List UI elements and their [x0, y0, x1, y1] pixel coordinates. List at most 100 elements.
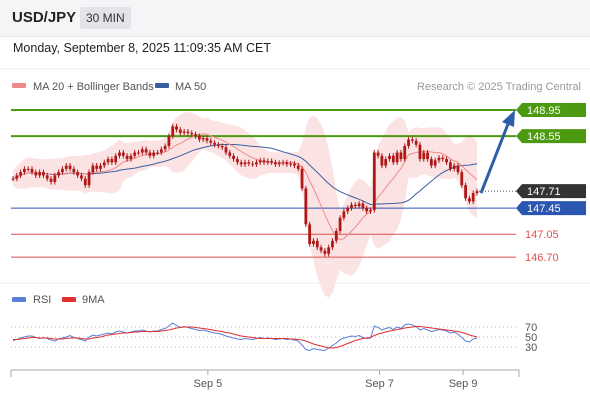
candle-body: [277, 162, 281, 165]
level-label-0: 148.95: [527, 105, 561, 117]
candle-body: [110, 159, 114, 163]
candle-body: [76, 172, 80, 176]
candle-body: [118, 152, 121, 156]
level-label-4: 146.70: [525, 252, 559, 264]
candle-body: [137, 152, 140, 154]
level-tag-1: [516, 129, 586, 144]
candle-body: [23, 168, 26, 173]
candle-body: [346, 208, 350, 212]
candle-body: [83, 178, 87, 186]
candle-body: [213, 142, 216, 145]
candle-body: [327, 247, 331, 254]
candle-body: [258, 160, 262, 163]
credit-text: Research © 2025 Trading Central: [417, 81, 581, 93]
rsi-legend-swatch: [12, 297, 26, 302]
candle-body: [391, 155, 395, 163]
candle-body: [125, 155, 129, 160]
rsi-ma-line: [13, 326, 478, 349]
candle-body: [45, 175, 49, 179]
candle-body: [304, 188, 308, 225]
candle-body: [247, 162, 251, 164]
candle-body: [152, 152, 156, 156]
candle-body: [99, 165, 102, 169]
candle-body: [369, 210, 372, 212]
candle-body: [285, 162, 289, 165]
candle-body: [399, 152, 403, 160]
level-tag-0: [516, 103, 586, 118]
candle-body: [156, 152, 159, 154]
candle-body: [133, 152, 137, 156]
candle-body: [357, 203, 361, 207]
candle-body: [353, 204, 357, 207]
candle-body: [441, 157, 445, 160]
rsi-ma-legend-label: 9MA: [82, 294, 105, 306]
candle-body: [186, 131, 190, 133]
forecast-arrow-head: [502, 110, 515, 128]
candle-body: [243, 162, 247, 165]
candle-body: [53, 175, 57, 182]
candle-body: [239, 162, 243, 165]
candle-body: [163, 145, 167, 150]
candle-body: [300, 168, 304, 189]
rsi-tick-label-2: 30: [525, 342, 537, 354]
candle-body: [270, 161, 274, 163]
candle-body: [426, 152, 429, 160]
candle-body: [342, 211, 346, 218]
candle-body: [251, 163, 255, 165]
candle-body: [209, 140, 213, 143]
candle-body: [361, 203, 365, 209]
candle-body: [228, 152, 232, 156]
candle-body: [64, 165, 68, 169]
candle-body: [255, 162, 258, 165]
candle-body: [72, 168, 76, 173]
last-price-label: 147.71: [527, 186, 561, 198]
candle-body: [407, 139, 410, 146]
candle-body: [15, 175, 19, 179]
candle-body: [334, 230, 338, 241]
candle-body: [129, 155, 133, 160]
rsi-tick-label-0: 70: [525, 322, 537, 334]
candle-body: [437, 157, 441, 161]
candle-body: [456, 165, 460, 173]
candle-body: [171, 126, 175, 137]
timeframe-button[interactable]: 30 MIN: [80, 7, 131, 29]
rsi-tick-label-1: 50: [525, 332, 537, 344]
candle-body: [467, 198, 471, 202]
candle-body: [197, 136, 201, 140]
candle-body: [274, 162, 277, 165]
candle-body: [148, 152, 152, 156]
header-bar: USD/JPY 30 MIN: [0, 0, 590, 37]
rsi-ma-legend-swatch: [62, 297, 76, 302]
candle-body: [159, 149, 163, 153]
ma50-legend-swatch: [155, 83, 169, 88]
rsi-line: [12, 322, 478, 352]
forecast-arrow-line: [479, 123, 510, 194]
candle-body: [167, 136, 171, 146]
candle-body: [338, 217, 342, 231]
candle-body: [80, 175, 83, 179]
candle-body: [30, 168, 34, 173]
candle-body: [87, 172, 91, 186]
candle-body: [475, 191, 479, 194]
candle-body: [175, 126, 178, 130]
candle-body: [49, 178, 53, 182]
candle-body: [114, 155, 118, 163]
candle-body: [91, 165, 95, 173]
candle-body: [266, 161, 270, 163]
candle-body: [224, 147, 228, 153]
candle-body: [315, 240, 319, 248]
candle-body: [471, 193, 475, 202]
last-price-tag: [516, 184, 586, 199]
candle-body: [216, 144, 220, 146]
bollinger-legend-label: MA 20 + Bollinger Bands: [33, 81, 154, 93]
level-label-2: 147.45: [527, 203, 561, 215]
candle-body: [293, 163, 296, 166]
timestamp: Monday, September 8, 2025 11:09:35 AM CE…: [13, 41, 272, 55]
candle-body: [312, 240, 315, 245]
candle-body: [144, 149, 148, 153]
candle-body: [331, 240, 334, 248]
candle-body: [61, 168, 64, 173]
candle-body: [323, 250, 327, 254]
candle-body: [19, 172, 23, 176]
ma50-legend-label: MA 50: [175, 81, 206, 93]
